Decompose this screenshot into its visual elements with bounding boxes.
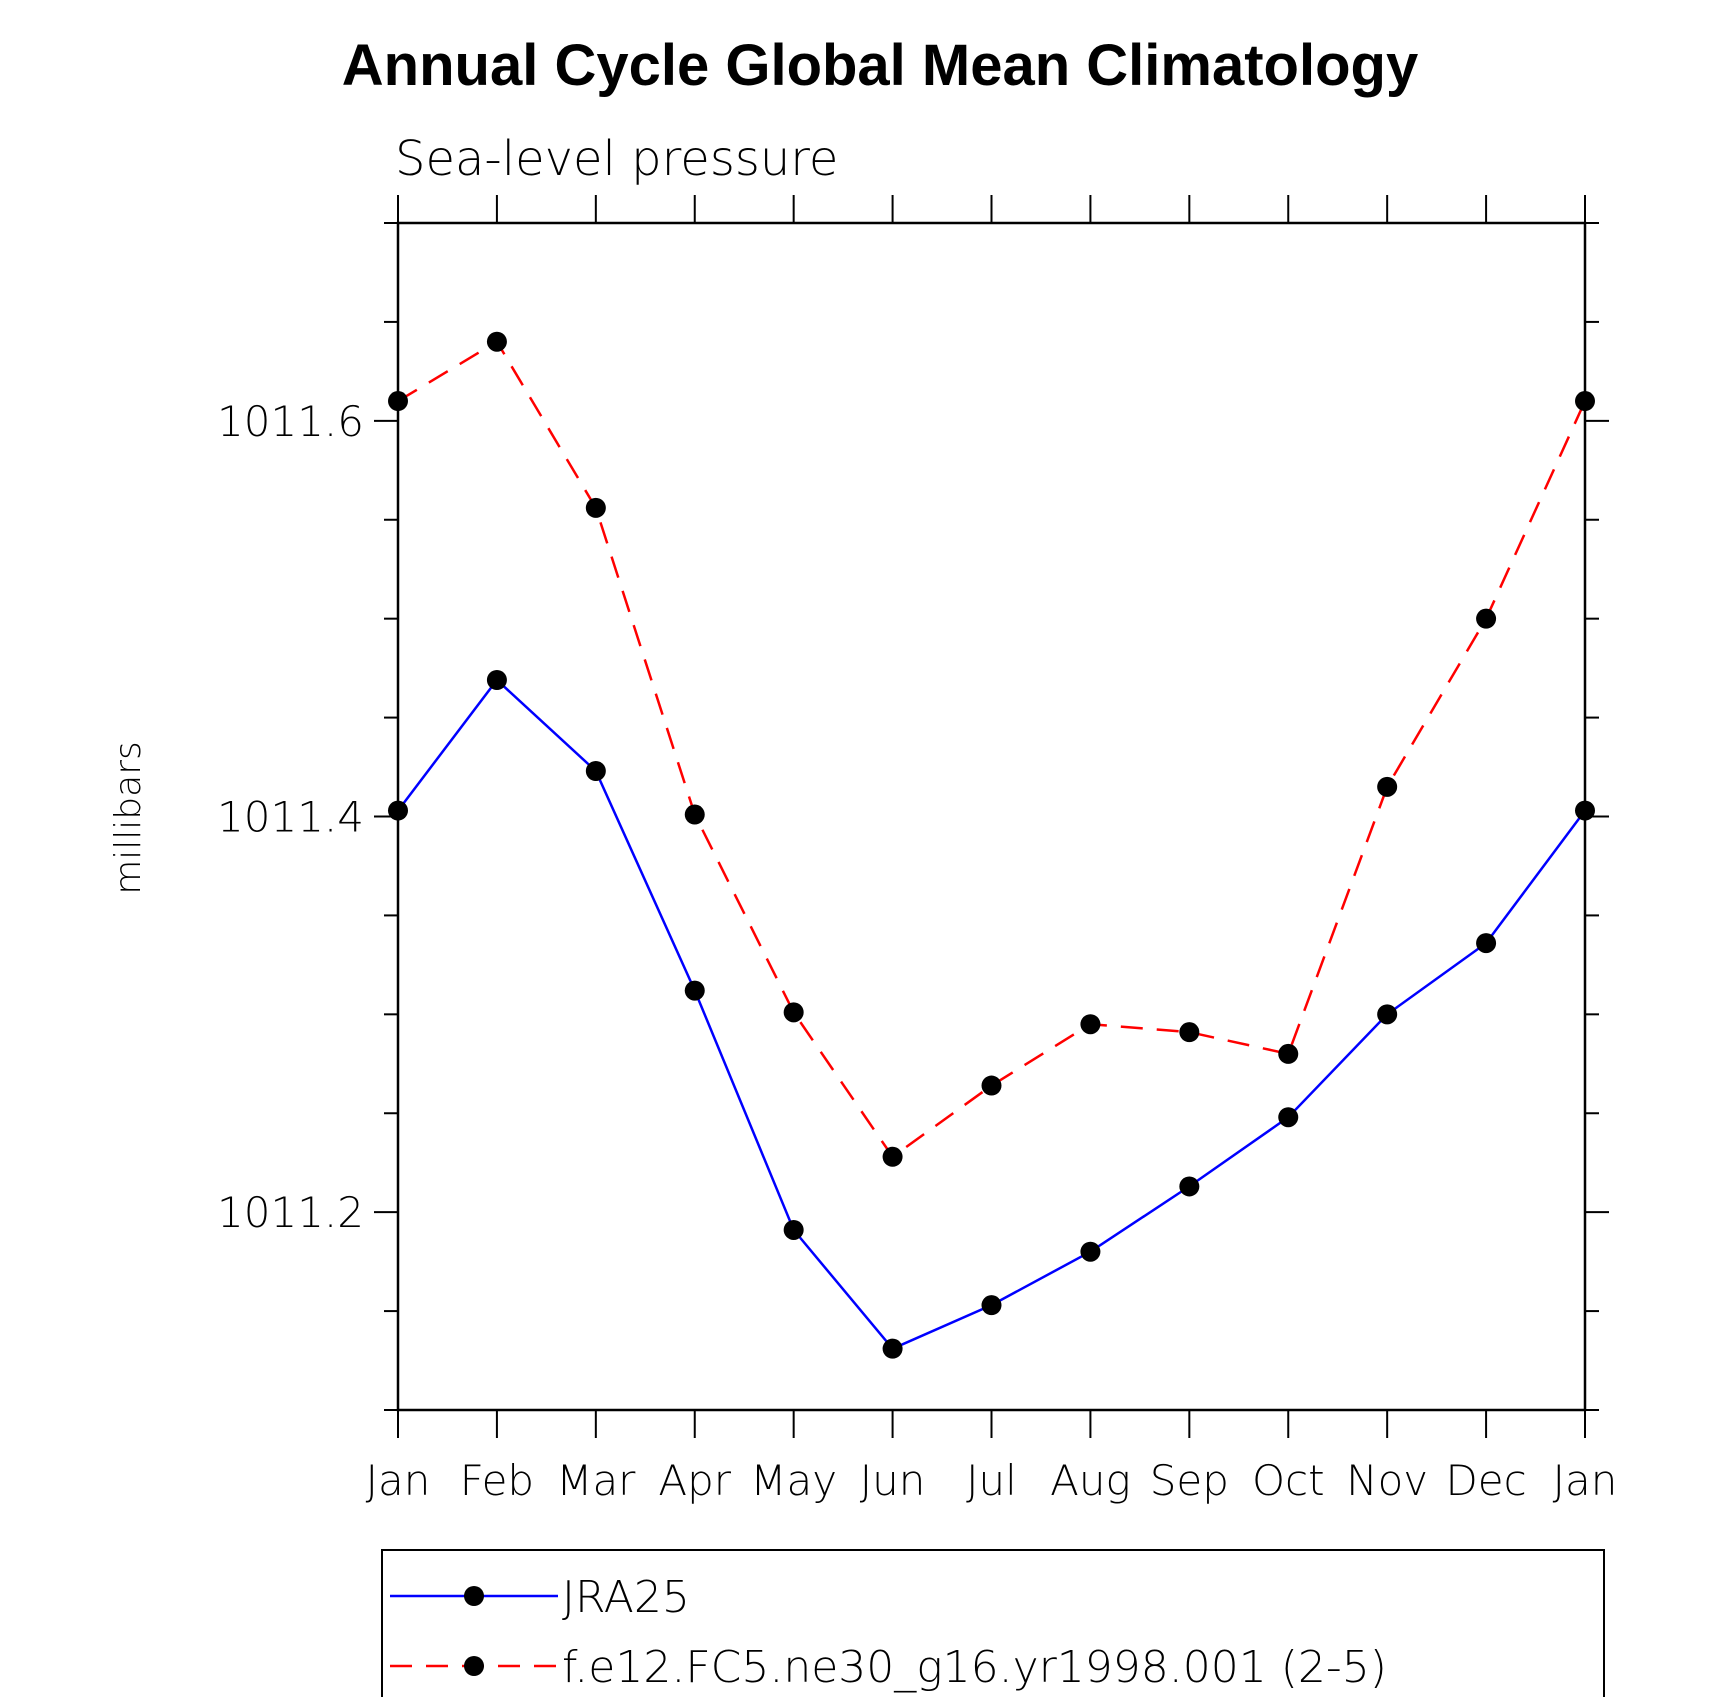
x-tick-label: May [750,1456,837,1505]
data-point [1377,1004,1398,1025]
data-point [1179,1022,1200,1043]
data-point [1575,800,1595,821]
x-tick-label: Apr [658,1456,731,1505]
x-tick-label: Jan [366,1456,431,1505]
legend-items: JRA25 f.e12.FC5.ne30_g16.yr1998.001 (2-5) [390,1572,1387,1693]
x-tick-label: Feb [460,1456,534,1505]
legend-label: JRA25 [562,1572,690,1623]
x-tick-label: Mar [556,1456,636,1505]
data-point [783,1002,804,1023]
legend-marker [464,1586,484,1606]
series-layer [388,331,1595,1359]
data-point [1080,1014,1101,1035]
legend: JRA25 f.e12.FC5.ne30_g16.yr1998.001 (2-5) [381,1549,1605,1697]
y-tick-label: 1011.4 [217,793,364,842]
data-point [585,760,606,781]
x-tick-label: Nov [1346,1456,1428,1505]
data-point [783,1219,804,1240]
data-point [1179,1176,1200,1197]
data-point [1080,1241,1101,1262]
data-point [1377,776,1398,797]
x-tick-label: Jan [1553,1456,1618,1505]
x-axis-ticks: Jan Feb Mar Apr May Jun Jul Aug Sep Oct Nov Dec Jan [366,195,1618,1505]
x-tick-label: Sep [1150,1456,1229,1505]
data-point [1476,933,1497,954]
chart-subtitle: Sea-level pressure [395,131,838,187]
y-axis-label: millibars [108,741,149,895]
legend-box [381,1549,1605,1697]
plot-frame [396,221,1587,1412]
x-tick-label: Aug [1050,1456,1131,1505]
legend-marker [464,1656,484,1676]
data-point [981,1075,1002,1096]
data-point [486,331,507,352]
data-point [486,669,507,690]
x-tick-label: Dec [1445,1456,1526,1505]
series-line [397,678,1587,1351]
x-tick-label: Oct [1252,1456,1325,1505]
data-point [1476,608,1497,629]
data-point [388,391,408,412]
legend-label: f.e12.FC5.ne30_g16.yr1998.001 (2-5) [562,1642,1387,1693]
series-line [397,339,1587,1159]
y-axis-ticks: 1011.2 1011.4 1011.6 [217,222,1609,1411]
y-tick-label: 1011.6 [217,397,364,446]
chart-title: Annual Cycle Global Mean Climatology [342,33,1418,98]
data-point [684,804,705,825]
data-point [684,980,705,1001]
data-point [585,497,606,518]
x-tick-label: Jun [860,1456,926,1505]
data-point [1278,1043,1299,1064]
x-tick-label: Jul [966,1456,1017,1505]
data-point [1575,391,1595,412]
data-point [981,1295,1002,1316]
data-point [1278,1107,1299,1128]
data-point [882,1338,903,1359]
data-point [882,1146,903,1167]
y-tick-label: 1011.2 [217,1188,364,1237]
data-point [388,800,408,821]
